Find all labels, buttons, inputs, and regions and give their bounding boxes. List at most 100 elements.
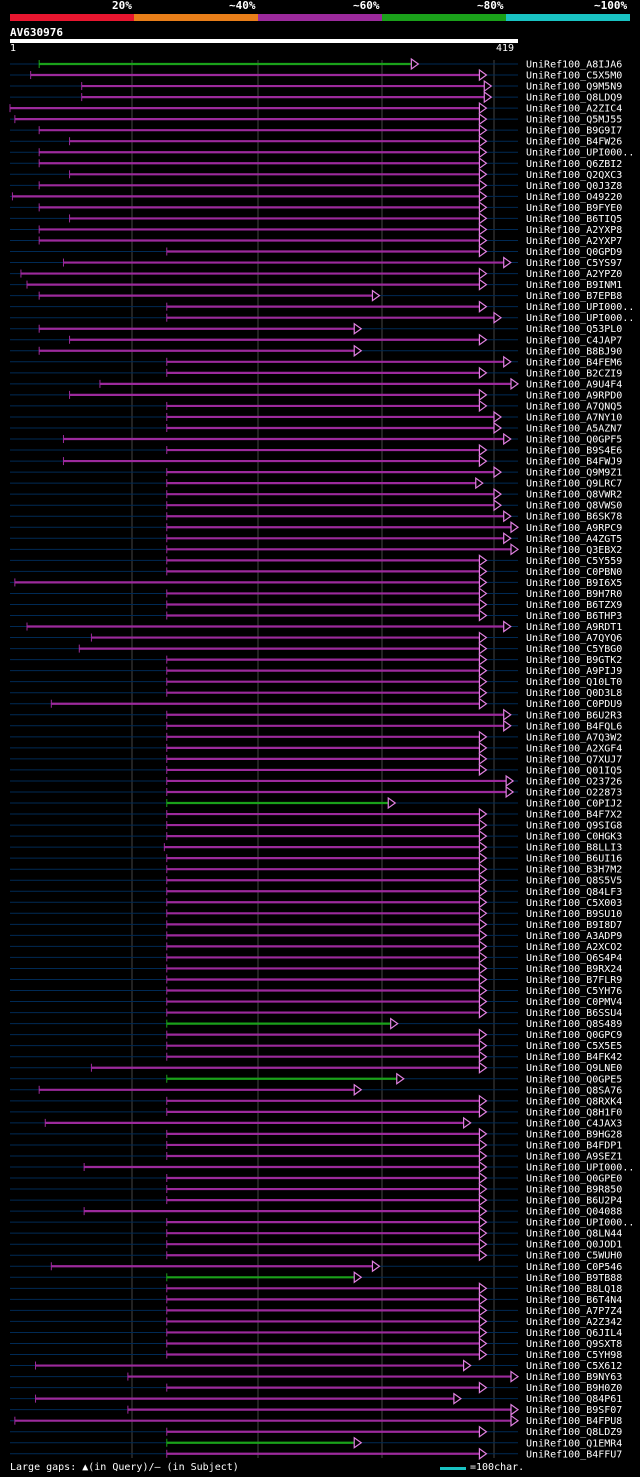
hit-end-arrow (478, 454, 488, 468)
hit-end-arrow (478, 366, 488, 380)
hit-label: UniRef100_Q8H1F0 (526, 1107, 622, 1118)
hit-end-arrow (353, 1083, 363, 1096)
hit-end-arrow (353, 322, 363, 335)
hit-end-arrow (478, 1337, 488, 1350)
hit-end-arrow (510, 1414, 520, 1427)
hit-label: UniRef100_B9INM1 (526, 280, 622, 291)
hit-label: UniRef100_C0HGK3 (526, 832, 622, 843)
hit-end-arrow (478, 1149, 488, 1163)
hit-end-arrow (478, 1447, 488, 1460)
hit-end-arrow (478, 333, 488, 346)
hit-label: UniRef100_Q84P61 (526, 1394, 622, 1405)
hit-label: UniRef100_Q0GPF5 (526, 435, 622, 446)
hit-end-arrow (493, 465, 503, 479)
hit-end-arrow (478, 1193, 488, 1207)
scale-segment-magenta (258, 14, 382, 21)
hit-label: UniRef100_C5YH76 (526, 986, 622, 997)
hit-label: UniRef100_B7FLR9 (526, 975, 622, 986)
hit-end-arrow (478, 598, 488, 611)
scale-label-80: ~80% (477, 0, 504, 12)
hit-end-arrow (478, 1282, 488, 1295)
hit-label: UniRef100_A2YXP8 (526, 225, 622, 236)
hit-end-arrow (478, 1293, 488, 1306)
hit-end-arrow (483, 79, 493, 93)
hit-end-arrow (478, 1127, 488, 1141)
hit-end-arrow (493, 488, 503, 501)
hit-end-arrow (478, 885, 488, 898)
hit-end-arrow (478, 135, 488, 148)
hit-label: UniRef100_B8BJ90 (526, 346, 622, 357)
hit-label: UniRef100_UPI000.. (526, 148, 634, 159)
hit-label: UniRef100_A2YPZ0 (526, 269, 622, 280)
hit-label: UniRef100_A2XCO2 (526, 942, 622, 953)
query-bar (10, 39, 518, 43)
hit-label: UniRef100_B4FK42 (526, 1052, 622, 1063)
hit-label: UniRef100_A9U4F4 (526, 379, 622, 390)
footer: Large gaps: ▲(in Query)/– (in Subject) =… (10, 1462, 630, 1473)
hit-label: UniRef100_B9R850 (526, 1185, 622, 1196)
hit-end-arrow (410, 57, 420, 71)
hit-end-arrow (503, 708, 512, 721)
hit-label: UniRef100_O49220 (526, 192, 622, 203)
hit-end-arrow (510, 1370, 520, 1383)
query-end-coord: 419 (496, 43, 515, 54)
hit-label: UniRef100_A7Q3W2 (526, 732, 622, 743)
hit-label: UniRef100_Q0JOD1 (526, 1240, 622, 1251)
hit-label: UniRef100_Q8LDZ9 (526, 1427, 622, 1438)
hit-end-arrow (478, 201, 488, 214)
hit-end-arrow (478, 112, 488, 126)
hit-label: UniRef100_Q8S5V5 (526, 876, 622, 887)
hit-label: UniRef100_O22873 (526, 787, 622, 798)
hit-label: UniRef100_A4ZGT5 (526, 534, 622, 545)
hit-label: UniRef100_A9RPC9 (526, 523, 622, 534)
hit-end-arrow (478, 234, 488, 247)
hit-end-arrow (478, 807, 488, 821)
hit-end-arrow (478, 443, 488, 457)
hit-end-arrow (478, 1348, 488, 1361)
hit-label: UniRef100_B9FYE0 (526, 203, 622, 214)
hit-label: UniRef100_C4JAX3 (526, 1118, 622, 1129)
hit-label: UniRef100_B9S4E6 (526, 446, 622, 457)
hit-end-arrow (478, 818, 488, 832)
hit-end-arrow (503, 719, 512, 732)
hit-end-arrow (478, 1227, 488, 1240)
hit-end-arrow (478, 995, 488, 1008)
hit-end-arrow (478, 642, 488, 655)
hit-end-arrow (353, 1436, 363, 1449)
gaps-legend: Large gaps: ▲(in Query)/– (in Subject) (10, 1462, 239, 1473)
scale-label-100: ~100% (594, 0, 628, 12)
hit-label: UniRef100_B9TB88 (526, 1273, 622, 1284)
hit-label: UniRef100_Q04088 (526, 1207, 622, 1218)
hit-end-arrow (478, 664, 488, 677)
hit-end-arrow (478, 686, 488, 699)
hit-label: UniRef100_A9RDT1 (526, 622, 622, 633)
hit-label: UniRef100_C0PMV4 (526, 997, 622, 1008)
hit-label: UniRef100_B4FDP1 (526, 1140, 622, 1151)
hit-label: UniRef100_Q9LNE0 (526, 1063, 622, 1074)
hit-end-arrow (493, 499, 503, 512)
hit-end-arrow (478, 730, 488, 743)
scale-segment-cyan (506, 14, 630, 21)
hit-label: UniRef100_B7EPB8 (526, 291, 622, 302)
hit-label: UniRef100_C5X5E5 (526, 1041, 622, 1052)
hit-end-arrow (478, 245, 488, 258)
hit-label: UniRef100_Q0GPD9 (526, 247, 622, 258)
hit-label: UniRef100_B4FQL6 (526, 721, 622, 732)
hit-end-arrow (510, 1403, 520, 1416)
hit-label: UniRef100_B6T4N4 (526, 1295, 622, 1306)
scale-swatch (440, 1467, 466, 1470)
hit-label: UniRef100_Q9M5N9 (526, 82, 622, 93)
hit-label: UniRef100_B4FFU7 (526, 1449, 622, 1460)
hit-label: UniRef100_Q2QXC3 (526, 170, 622, 181)
hit-label: UniRef100_Q5MJ55 (526, 115, 622, 126)
hit-end-arrow (478, 752, 488, 766)
hit-label: UniRef100_B9HG28 (526, 1129, 622, 1140)
hit-label: UniRef100_B9NY63 (526, 1372, 622, 1383)
scale-segment-orange (134, 14, 258, 21)
hit-end-arrow (478, 157, 488, 170)
hit-end-arrow (478, 1249, 488, 1262)
hit-end-arrow (478, 1326, 488, 1339)
scale-label-60: ~60% (353, 0, 380, 12)
hit-end-arrow (493, 410, 503, 424)
hit-end-arrow (478, 697, 488, 710)
